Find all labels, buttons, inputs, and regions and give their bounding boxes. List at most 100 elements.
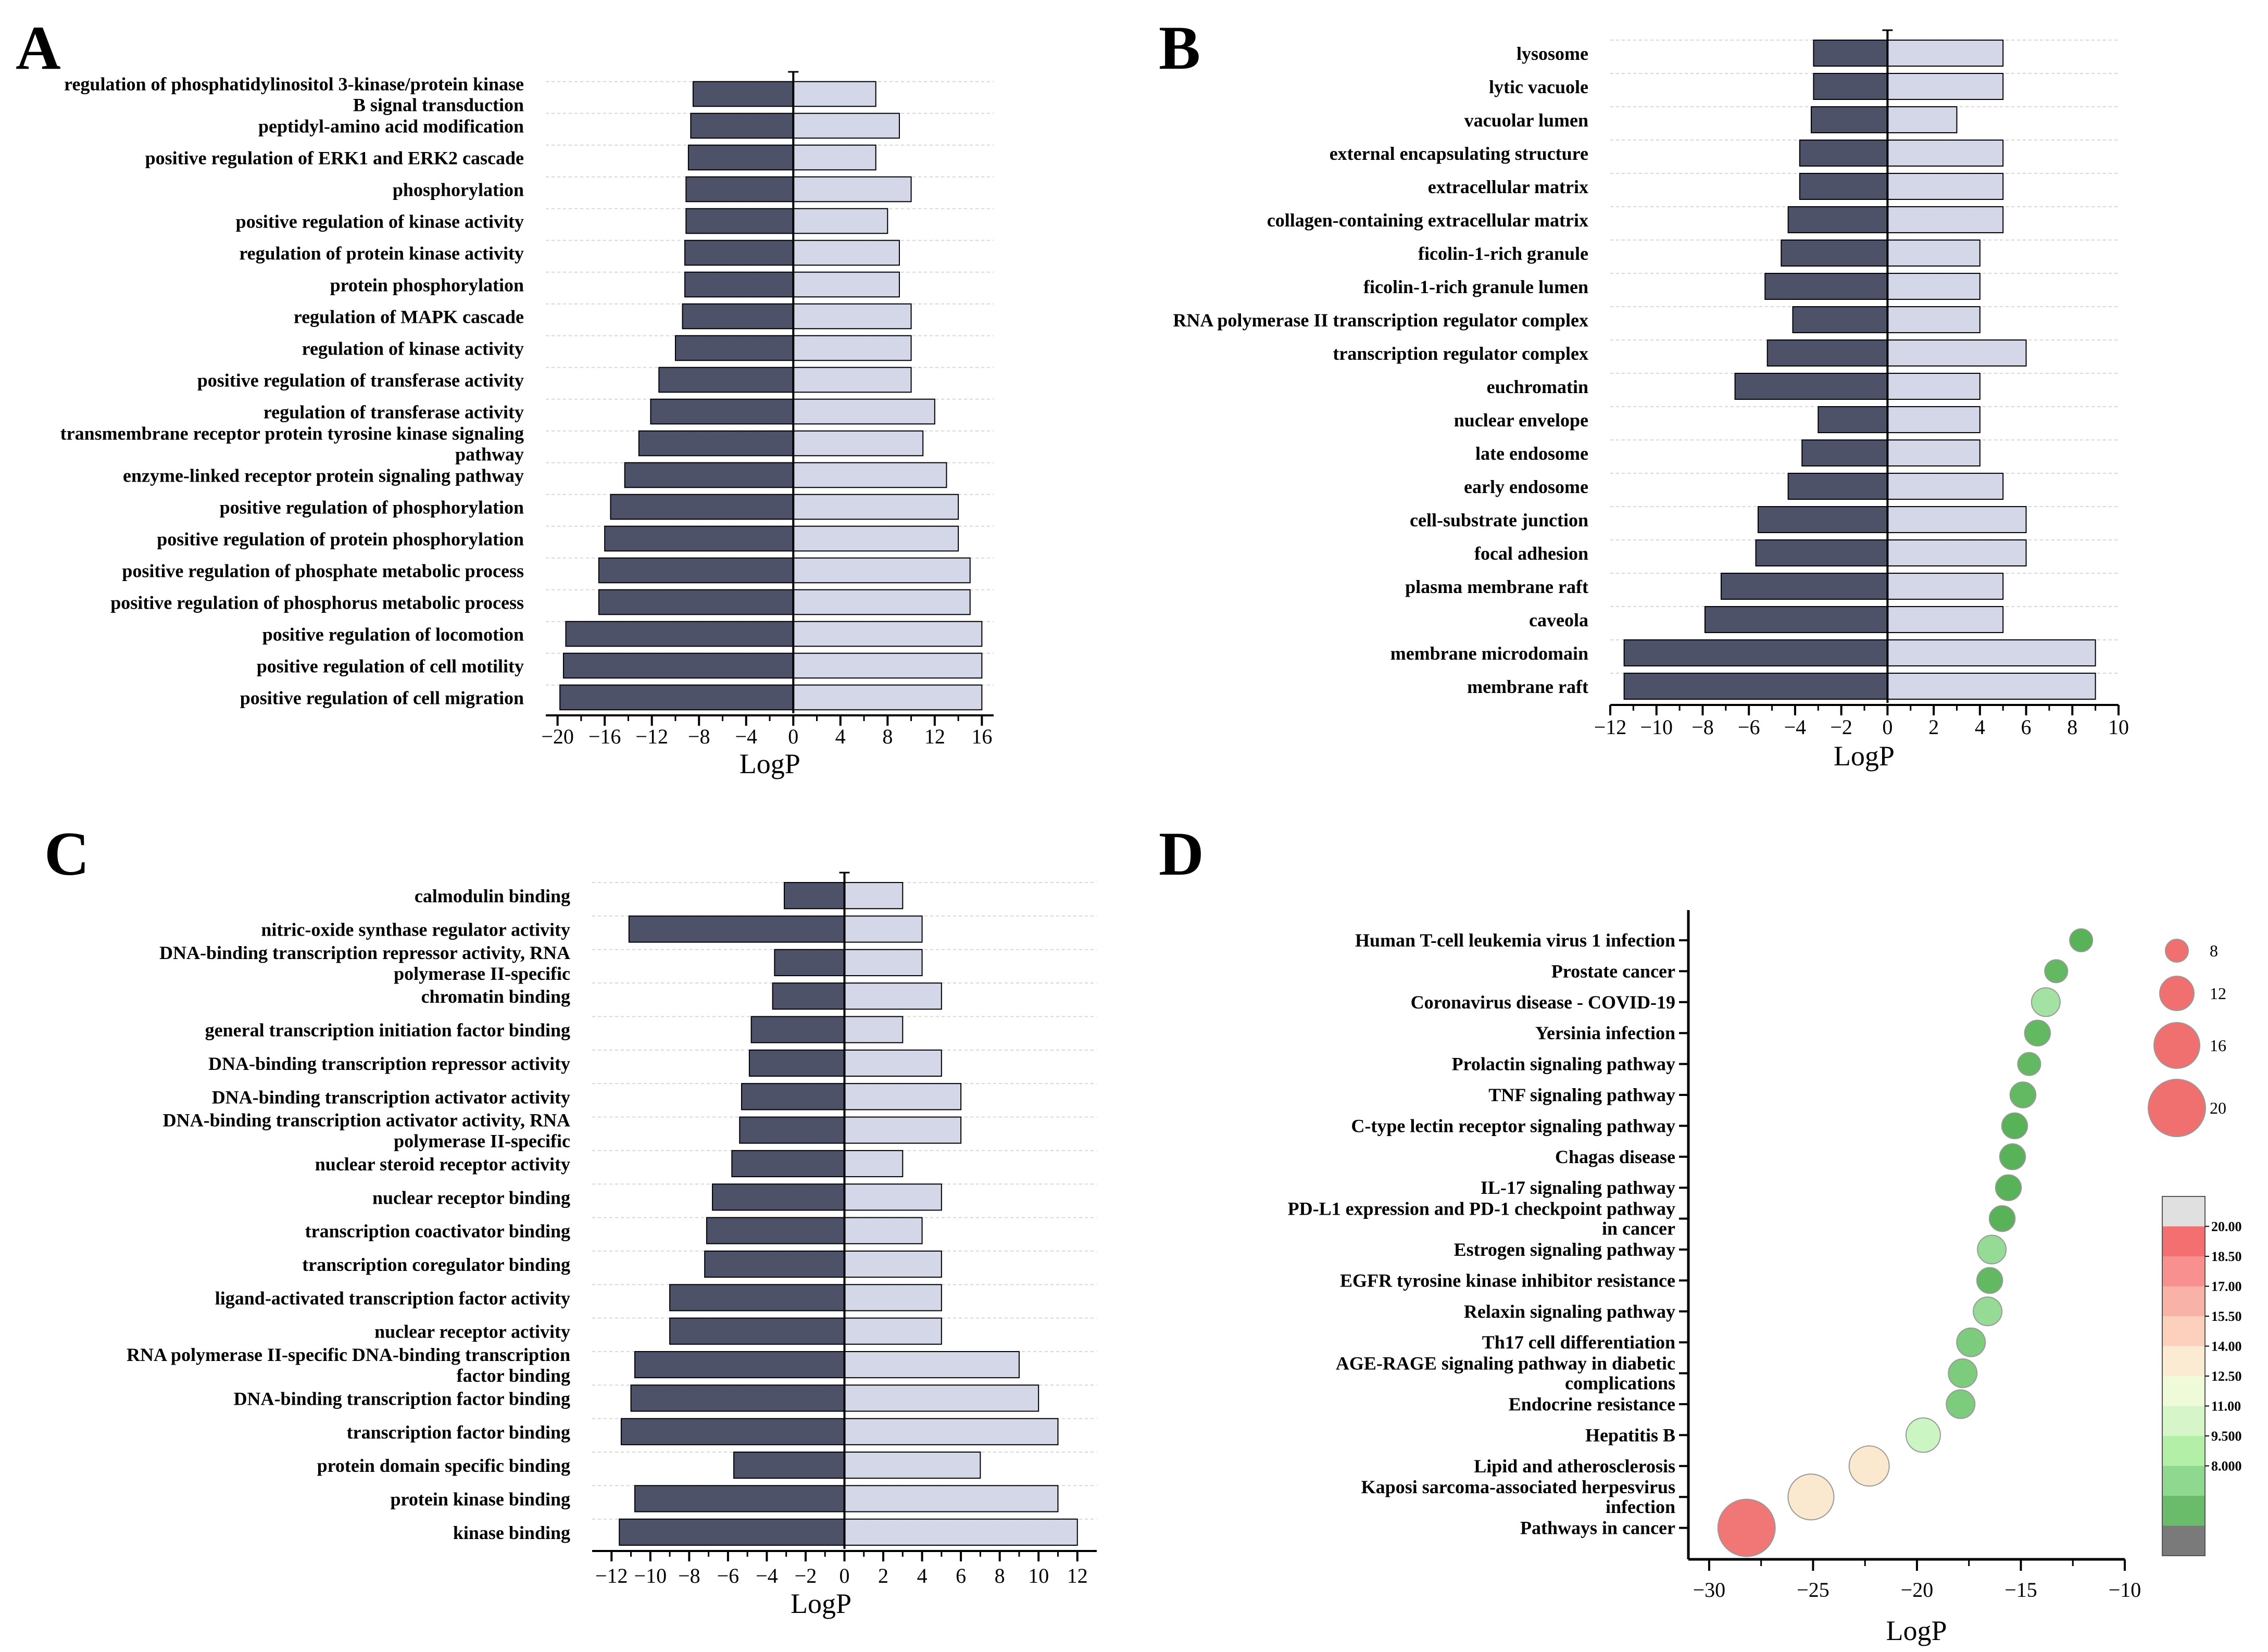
bar-neg-logp (793, 335, 912, 361)
category-label: positive regulation of protein phosphory… (157, 529, 524, 550)
category-label: ligand-activated transcription factor ac… (215, 1288, 570, 1308)
bar-logp (620, 1418, 845, 1445)
bar-logp (690, 112, 794, 139)
x-tick-label: −4 (1784, 715, 1807, 739)
category-label: RNA polymerase II-specific DNA-binding t… (127, 1344, 570, 1386)
pathway-label: Prostate cancer (1551, 961, 1675, 981)
bar-logp (1801, 439, 1888, 466)
panel-a-bar-chart: regulation of phosphatidylinositol 3-kin… (60, 71, 994, 779)
x-tick-label: 0 (1882, 715, 1893, 739)
colorbar-label: 17.00 (2211, 1279, 2242, 1294)
x-tick-label: 2 (878, 1564, 888, 1587)
bubble (1995, 1174, 2022, 1201)
bar-logp (604, 525, 794, 552)
bar-neg-logp (793, 303, 912, 330)
category-label: caveola (1529, 610, 1588, 630)
category-label: plasma membrane raft (1405, 576, 1588, 597)
bar-logp (739, 1116, 845, 1144)
bar-neg-logp (793, 144, 876, 171)
bar-neg-logp (1887, 239, 1981, 267)
bar-logp (706, 1217, 845, 1244)
pathway-label: Prolactin signaling pathway (1452, 1054, 1675, 1075)
bar-logp (1813, 73, 1888, 100)
bar-logp (748, 1049, 845, 1077)
x-tick-label: 16 (971, 725, 992, 748)
bar-neg-logp (844, 1384, 1039, 1412)
bar-neg-logp (1887, 339, 2027, 367)
bar-logp (634, 1351, 845, 1379)
bar-logp (650, 398, 794, 425)
category-label: regulation of kinase activity (302, 338, 524, 359)
category-label: positive regulation of cell motility (257, 656, 524, 677)
pathway-label: Relaxin signaling pathway (1464, 1301, 1675, 1322)
category-label: euchromatin (1487, 376, 1588, 397)
category-label: ficolin-1-rich granule (1418, 243, 1588, 264)
category-label: external encapsulating structure (1330, 143, 1588, 164)
pathway-label: Hepatitis B (1585, 1424, 1675, 1445)
x-tick-label: 12 (924, 725, 945, 748)
category-label: ficolin-1-rich granule lumen (1363, 276, 1588, 297)
bar-neg-logp (1887, 573, 2004, 600)
size-legend-label: 12 (2210, 984, 2226, 1003)
bubble (2017, 1052, 2041, 1076)
colorbar-segment (2162, 1466, 2205, 1496)
category-label: enzyme-linked receptor protein signaling… (123, 465, 524, 486)
bar-neg-logp (793, 621, 983, 647)
bar-neg-logp (1887, 539, 2027, 566)
bubble (1976, 1267, 2003, 1294)
bar-neg-logp (1887, 606, 2004, 633)
bar-logp (687, 144, 794, 171)
panel-label-b: B (1159, 13, 1200, 82)
x-tick-label: −20 (541, 725, 574, 748)
category-label: peptidyl-amino acid modification (258, 116, 524, 137)
category-label: nuclear steroid receptor activity (315, 1154, 570, 1175)
bar-neg-logp (1887, 673, 2096, 700)
colorbar-segment (2162, 1226, 2205, 1256)
x-tick-label: 8 (882, 725, 893, 748)
bubble (1717, 1498, 1776, 1557)
bar-logp (1755, 539, 1888, 566)
bar-neg-logp (793, 239, 900, 266)
x-axis-title: LogP (1834, 740, 1895, 772)
bar-neg-logp (793, 525, 959, 552)
category-label: chromatin binding (421, 986, 570, 1007)
bar-logp (783, 882, 845, 910)
bubble (2001, 1112, 2028, 1140)
category-label: extracellular matrix (1428, 176, 1588, 197)
category-label: nuclear envelope (1454, 410, 1588, 431)
bar-logp (562, 652, 794, 679)
bubble (2069, 928, 2094, 952)
colorbar-label: 11.00 (2211, 1399, 2241, 1414)
bar-logp (1787, 473, 1888, 500)
category-label: transcription coactivator binding (305, 1221, 570, 1242)
bar-neg-logp (1887, 506, 2027, 533)
category-label: transcription regulator complex (1333, 343, 1588, 364)
bar-logp (684, 239, 794, 266)
colorbar-segment (2162, 1316, 2205, 1346)
pathway-label: Kaposi sarcoma-associated herpesvirus inf… (1361, 1477, 1675, 1517)
size-legend-label: 8 (2210, 941, 2218, 960)
category-label: DNA-binding transcription factor binding (234, 1388, 570, 1409)
bar-neg-logp (793, 81, 876, 107)
bar-neg-logp (1887, 273, 1981, 300)
category-label: regulation of MAPK cascade (294, 307, 524, 327)
colorbar-segment (2162, 1436, 2205, 1466)
colorbar-segment (2162, 1346, 2205, 1376)
bar-logp (1704, 606, 1888, 633)
bar-neg-logp (844, 1418, 1059, 1445)
bar-neg-logp (793, 430, 924, 457)
x-tick-label: −30 (1693, 1578, 1726, 1601)
x-tick-label: 6 (956, 1564, 966, 1587)
x-tick-label: −6 (1738, 715, 1760, 739)
pathway-label: Coronavirus disease - COVID-19 (1411, 992, 1675, 1013)
x-tick-label: −8 (1691, 715, 1714, 739)
category-label: nitric-oxide synthase regulator activity (261, 919, 570, 940)
x-tick-label: −12 (635, 725, 668, 748)
bar-neg-logp (844, 1250, 942, 1278)
category-label: nuclear receptor activity (374, 1321, 570, 1342)
bar-logp (638, 430, 794, 457)
bar-logp (669, 1317, 845, 1345)
category-label: phosphorylation (393, 180, 524, 200)
x-tick-label: 0 (788, 725, 798, 748)
category-label: DNA-binding transcription repressor acti… (208, 1053, 570, 1074)
